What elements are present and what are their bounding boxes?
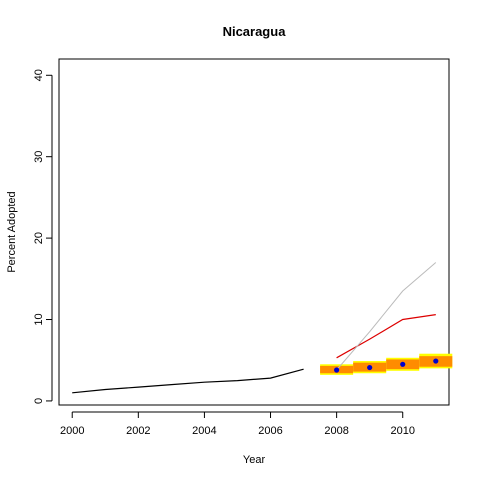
chart-title: Nicaragua	[223, 24, 287, 39]
y-tick-label: 20	[33, 232, 45, 244]
series-lines	[72, 262, 437, 394]
x-axis: 2000 2002 2004 2006 2008 2010	[60, 411, 415, 437]
series-line-gray-line	[336, 262, 437, 371]
y-tick-label: 0	[33, 398, 45, 404]
x-tick-label: 2000	[60, 425, 84, 437]
x-tick-label: 2010	[390, 425, 414, 437]
forecast-point	[367, 364, 373, 371]
x-tick-label: 2006	[258, 425, 282, 437]
series-line-red-line	[336, 314, 436, 359]
x-tick-label: 2002	[126, 425, 150, 437]
x-axis-label: Year	[243, 454, 266, 466]
y-axis: 0 10 20 30 40	[33, 69, 53, 404]
forecast-point	[400, 361, 406, 367]
forecast-point	[433, 358, 439, 364]
forecast-point	[334, 367, 340, 373]
forecast-points	[334, 358, 439, 373]
y-tick-label: 40	[33, 69, 45, 81]
x-tick-label: 2008	[324, 425, 348, 437]
y-axis-label: Percent Adopted	[6, 191, 18, 272]
x-tick-label: 2004	[192, 425, 216, 437]
y-tick-label: 10	[33, 313, 45, 325]
series-line-observed	[72, 368, 304, 394]
forecast-bands	[320, 353, 453, 375]
y-tick-label: 30	[33, 151, 45, 163]
plot-area	[58, 58, 450, 406]
